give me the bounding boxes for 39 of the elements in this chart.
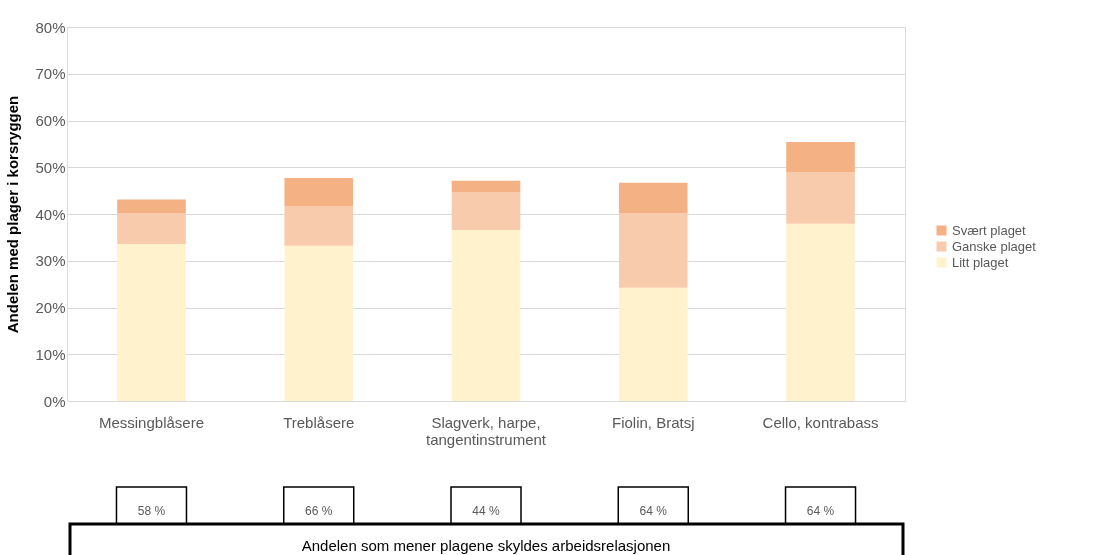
bar: [117, 199, 186, 214]
x-tick-label: Cello, kontrabass: [762, 413, 879, 431]
x-tick-label: Slagverk, harpe, tangentinstrument: [425, 413, 547, 448]
y-tick-label: 0%: [43, 392, 66, 410]
bar: [618, 287, 688, 401]
legend-label: Ganske plaget: [952, 238, 1037, 254]
y-tick-label: 60%: [35, 112, 66, 129]
bar: [786, 142, 855, 172]
bar: [117, 243, 186, 401]
legend-label: Svært plaget: [952, 222, 1027, 238]
x-tick-label: Treblåsere: [283, 413, 355, 431]
bar: [786, 223, 855, 401]
text: 58 %: [137, 504, 166, 518]
x-tick-label: Fiolin, Bratsj: [612, 413, 695, 431]
y-tick-label: 20%: [35, 299, 66, 316]
y-tick-label: 30%: [35, 252, 66, 270]
legend-label: Litt plaget: [952, 254, 1009, 270]
text: 66 %: [305, 504, 333, 518]
y-tick-label: 40%: [35, 205, 66, 223]
text: 44 %: [472, 504, 500, 518]
bar: [451, 229, 521, 401]
y-axis-title: Andelen med plager i korsryggen: [4, 95, 22, 334]
text: 64 %: [806, 504, 835, 518]
bar: [618, 213, 688, 288]
y-tick-label: 50%: [35, 158, 66, 176]
text: 64 %: [639, 504, 668, 518]
bar: [117, 213, 186, 244]
y-tick-label: 10%: [35, 345, 66, 363]
bar: [786, 171, 855, 224]
bar: [284, 206, 354, 246]
x-tick-label: Messingblåsere: [98, 413, 204, 431]
bar: [284, 178, 354, 207]
bar: [284, 245, 354, 401]
text: Andelen som mener plagene skyldes arbeidsrelasjonen: [301, 537, 671, 554]
bar: [618, 182, 688, 214]
bar: [451, 192, 521, 230]
bar: [451, 180, 521, 193]
y-tick-label: 80%: [35, 18, 66, 36]
y-tick-label: 70%: [35, 65, 66, 83]
